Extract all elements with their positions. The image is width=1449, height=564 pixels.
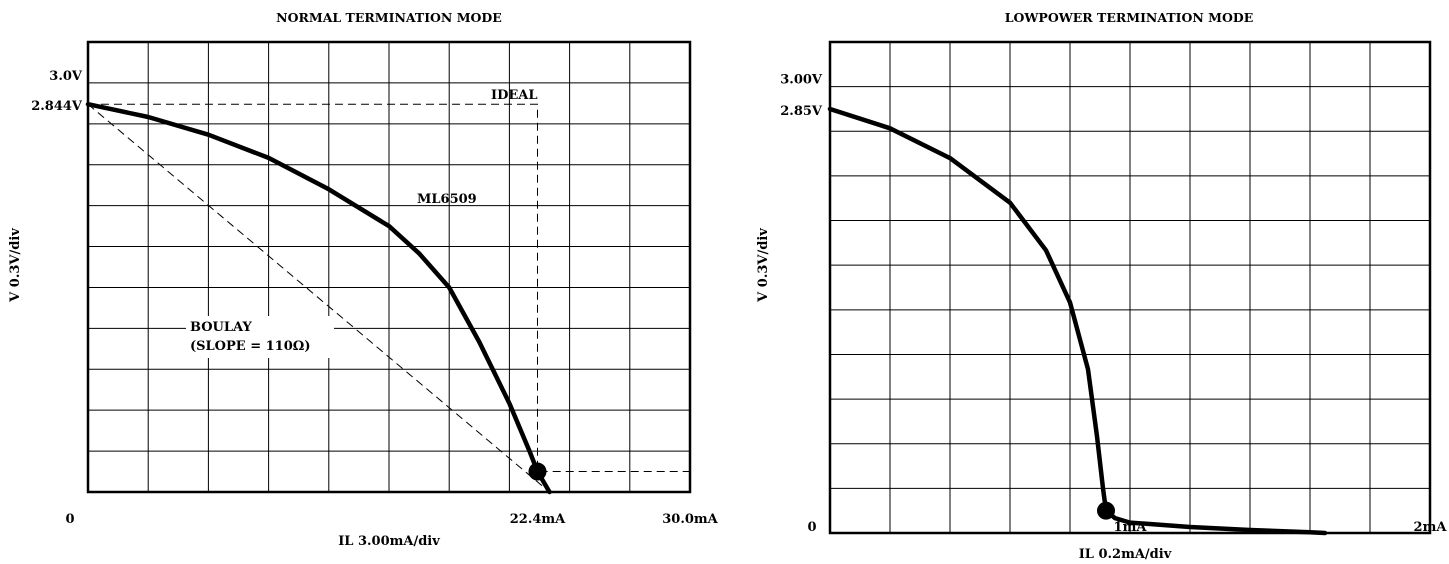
lowpower-mode-chart: LOWPOWER TERMINATION MODE 0 1mA 2mA 3.00V 2.…: [756, 10, 1447, 562]
y-tick-label: 2.844V: [31, 99, 83, 114]
y-tick-label: 3.00V: [780, 73, 823, 88]
y-axis-label: V 0.3V/div: [8, 228, 23, 303]
markers: [528, 462, 547, 481]
x-tick-label: 0: [65, 512, 74, 527]
tick-labels: 0 1mA 2mA 3.00V 2.85V: [780, 73, 1447, 535]
annotation-ml6509: ML6509: [417, 192, 477, 207]
normal-mode-chart: NORMAL TERMINATION MODE 0 22.4mA 30.0mA 3.0…: [8, 10, 719, 549]
x-axis-label: IL 0.2mA/div: [1079, 547, 1172, 562]
x-tick-label: 1mA: [1114, 520, 1148, 535]
chart-title: LOWPOWER TERMINATION MODE: [1005, 10, 1254, 25]
series-ml6509-line: [85, 101, 552, 495]
series-curve-line: [827, 106, 1328, 536]
y-tick-label: 3.0V: [49, 69, 83, 84]
y-tick-label: 2.85V: [780, 104, 823, 119]
x-tick-label: 2mA: [1414, 520, 1448, 535]
annotation-boulay: BOULAY: [190, 320, 252, 335]
x-tick-label: 0: [807, 520, 816, 535]
annotation-backdrop: [186, 316, 334, 358]
chart-title: NORMAL TERMINATION MODE: [276, 10, 502, 25]
series-curves: [85, 101, 552, 495]
grid: [828, 40, 1432, 535]
operating-point-marker: [528, 462, 547, 481]
x-tick-label: 30.0mA: [662, 512, 718, 527]
y-axis-label: V 0.3V/div: [756, 228, 771, 303]
x-tick-label: 22.4mA: [510, 512, 566, 527]
annotation-ideal: IDEAL: [491, 88, 538, 103]
series-curves: [827, 106, 1328, 536]
series-ideal-line: [88, 103, 690, 472]
markers: [1097, 501, 1115, 520]
reference-lines: [87, 103, 690, 493]
grid: [86, 40, 692, 494]
plot-frame: [828, 40, 1432, 535]
x-axis-label: IL 3.00mA/div: [338, 534, 440, 549]
annotation-slope: (SLOPE = 110Ω): [190, 339, 311, 354]
series-boulay-slope-110-line: [87, 103, 550, 493]
operating-point-marker: [1097, 501, 1115, 520]
tick-labels: 0 22.4mA 30.0mA 3.0V 2.844V: [31, 69, 718, 527]
plot-frame: [86, 40, 692, 494]
